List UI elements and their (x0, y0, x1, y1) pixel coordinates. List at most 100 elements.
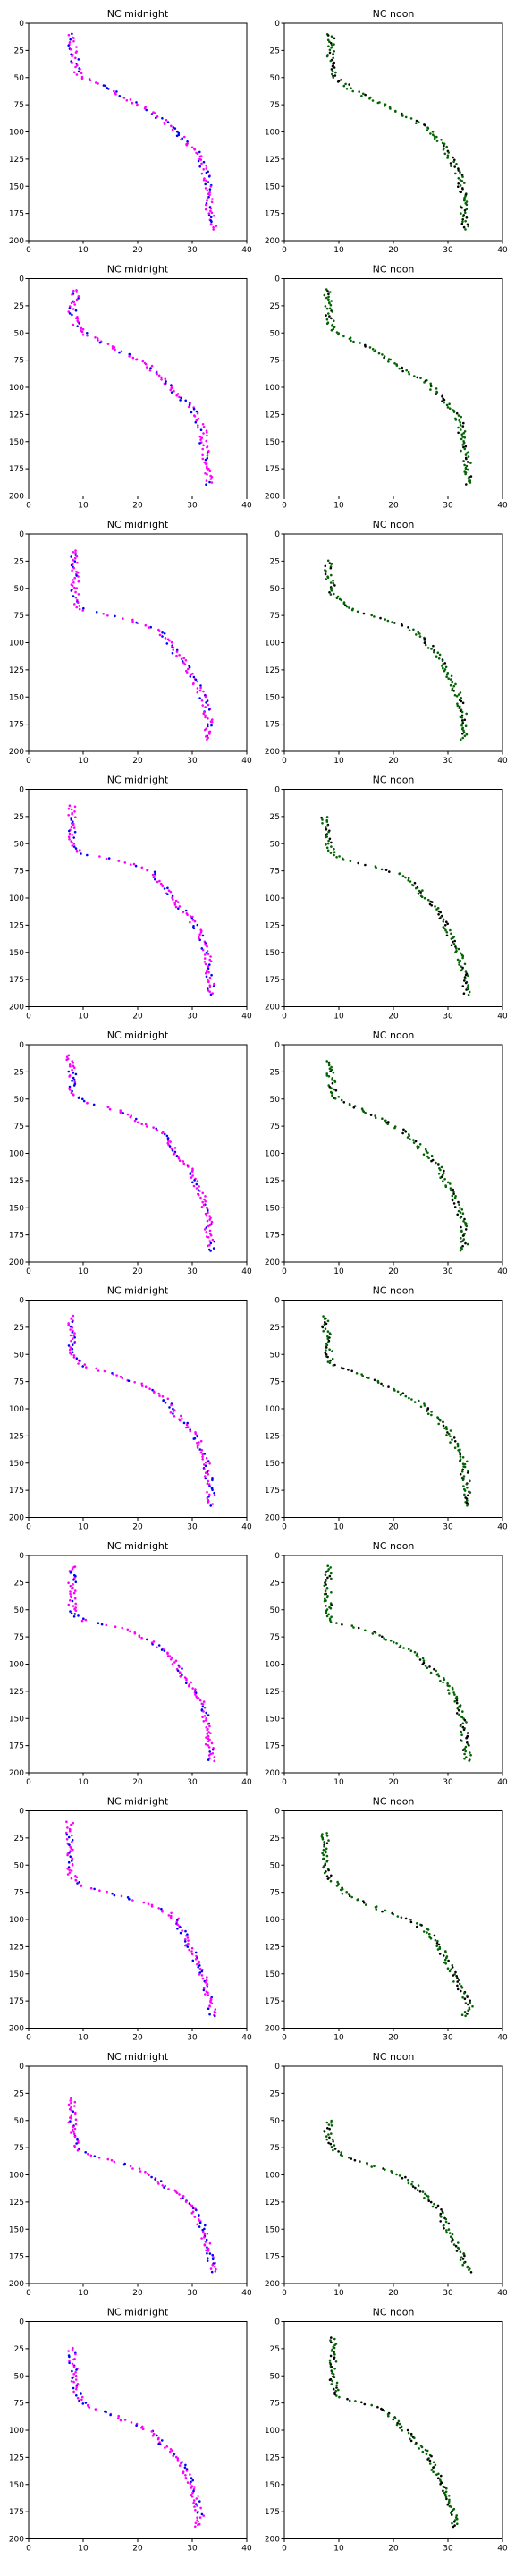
data-point (448, 1970, 452, 1973)
data-point (207, 731, 211, 733)
data-point (145, 366, 148, 369)
data-point (209, 1241, 213, 1245)
data-point (65, 1820, 68, 1823)
data-point (211, 2258, 215, 2261)
data-point (179, 1926, 182, 1928)
data-point (465, 203, 469, 207)
data-point (350, 1624, 354, 1627)
data-point (440, 139, 443, 141)
data-point (435, 1161, 437, 1165)
data-point (175, 394, 178, 397)
data-point (320, 816, 323, 819)
data-point (198, 1973, 201, 1976)
y-tick-label: 200 (265, 1769, 280, 1778)
data-point (196, 1442, 198, 1445)
data-point (454, 951, 457, 953)
data-point (159, 2180, 163, 2182)
data-point (435, 1673, 439, 1676)
data-point (208, 1750, 211, 1753)
data-point (398, 1646, 401, 1648)
x-tick-label: 20 (388, 1778, 399, 1787)
data-point (210, 476, 214, 479)
data-point (457, 693, 460, 696)
data-point (376, 1381, 380, 1384)
data-point (428, 1932, 431, 1936)
x-tick-label: 40 (497, 502, 508, 511)
data-point (452, 1191, 455, 1194)
data-point (71, 1860, 73, 1862)
data-point (200, 2512, 204, 2516)
data-point (73, 576, 76, 580)
data-point (424, 1665, 427, 1667)
data-point (133, 1381, 136, 1384)
data-point (376, 101, 380, 105)
data-point (428, 1665, 431, 1668)
data-point (160, 378, 163, 381)
data-point (373, 2165, 376, 2168)
data-point (180, 2462, 182, 2465)
x-tick-label: 10 (78, 757, 89, 766)
data-point (199, 686, 202, 690)
data-point (452, 1188, 455, 1191)
data-point (68, 804, 72, 807)
data-point (455, 1975, 458, 1978)
data-point (85, 1366, 88, 1368)
data-point (107, 88, 110, 90)
data-point (440, 1165, 443, 1169)
data-point (446, 1967, 450, 1970)
data-point (189, 2482, 192, 2486)
y-tick-label: 75 (270, 1378, 280, 1387)
data-point (200, 436, 203, 440)
data-point (452, 684, 456, 688)
data-point (457, 1979, 460, 1982)
data-point (460, 2256, 463, 2258)
data-point (214, 2014, 216, 2018)
data-point (165, 118, 168, 122)
y-tick-label: 125 (9, 1943, 24, 1952)
data-point (95, 611, 98, 614)
y-tick-label: 75 (270, 2144, 280, 2153)
data-point (98, 1889, 101, 1892)
data-point (471, 2004, 474, 2008)
y-tick-label: 175 (9, 721, 24, 730)
data-point (73, 2135, 77, 2139)
data-point (460, 1240, 463, 1243)
x-tick-label: 30 (443, 2289, 453, 2298)
data-point (323, 1841, 326, 1843)
data-point (348, 1894, 351, 1897)
data-point (77, 70, 80, 73)
data-point (194, 1432, 197, 1435)
data-point (322, 1315, 325, 1318)
data-point (180, 138, 182, 141)
data-point (329, 1606, 333, 1610)
data-point (322, 1848, 325, 1852)
x-tick-label: 10 (78, 1267, 89, 1276)
data-point (202, 426, 206, 428)
data-point (439, 1168, 442, 1172)
data-point (332, 1072, 335, 1074)
data-point (411, 884, 415, 887)
axes-frame (283, 2065, 503, 2284)
data-point (70, 1612, 73, 1615)
data-point (412, 1141, 416, 1144)
data-point (335, 2381, 339, 2385)
data-point (141, 360, 145, 363)
data-point (321, 1326, 325, 1329)
data-point (457, 426, 460, 429)
data-point (67, 1070, 71, 1073)
data-point (427, 1157, 430, 1159)
data-point (451, 1963, 454, 1967)
data-point (460, 428, 462, 431)
x-tick-label: 20 (388, 1523, 399, 1532)
data-point (68, 829, 71, 833)
data-point (205, 167, 207, 170)
data-point (460, 1989, 462, 1993)
data-point (330, 2350, 333, 2352)
y-tick-label: 100 (9, 1661, 24, 1670)
data-point (462, 460, 465, 462)
y-tick-label: 125 (265, 666, 280, 675)
data-point (153, 1391, 156, 1394)
scatter-points (67, 1565, 216, 1763)
data-point (393, 1389, 396, 1392)
